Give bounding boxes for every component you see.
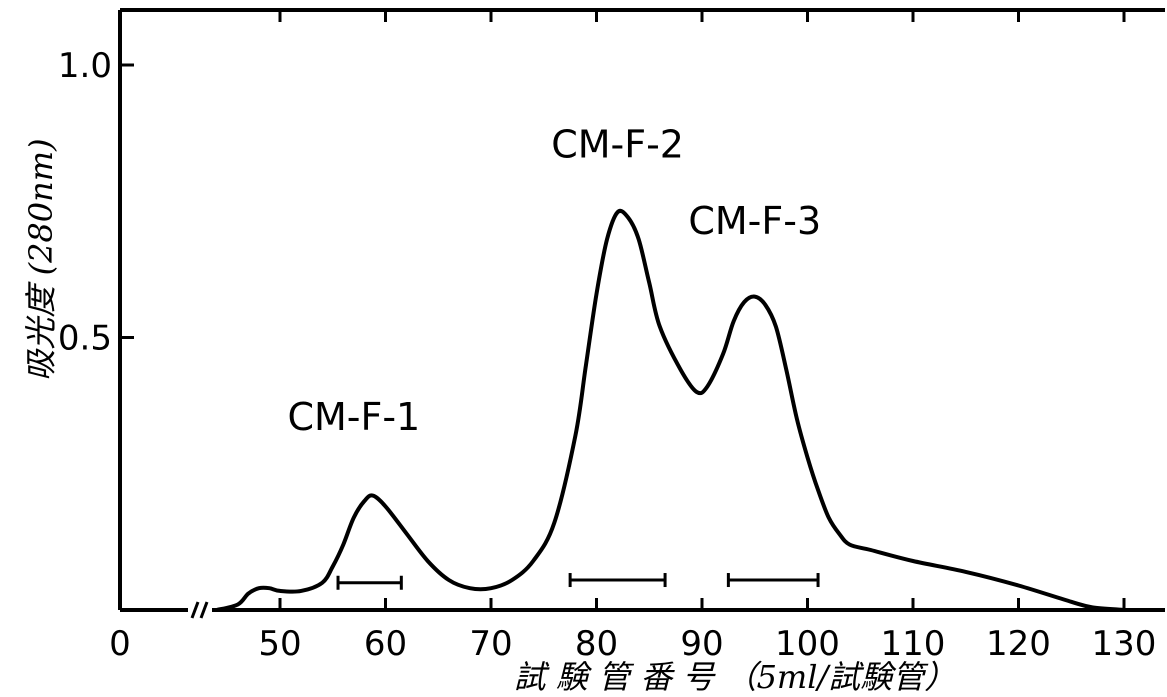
tick-marks	[120, 10, 1126, 610]
peak-labels: CM-F-1 CM-F-2CM-F-3	[287, 123, 821, 440]
x-tick-label: 80	[575, 624, 618, 664]
axis-break-mark	[190, 601, 200, 619]
x-tick-label: 90	[680, 624, 723, 664]
x-axis-label: 試 験 管 番 号 （5ml/試験管）	[514, 658, 957, 696]
y-tick-label: 1.0	[58, 46, 112, 86]
axis-break-mark	[199, 601, 209, 619]
fraction-bar	[336, 575, 403, 590]
x-tick-label: 100	[775, 624, 840, 664]
peak-label: CM-F-2	[551, 123, 684, 167]
fraction-bar	[568, 573, 667, 588]
x-tick-label: 50	[258, 624, 301, 664]
peak-label: CM-F-1	[287, 395, 420, 439]
x-tick-label: 60	[364, 624, 407, 664]
x-tick-label: 110	[881, 624, 946, 664]
x-tick-label: 130	[1092, 624, 1157, 664]
x-tick-label: 70	[469, 624, 512, 664]
y-tick-label: 0.5	[58, 319, 112, 359]
peak-label: CM-F-3	[688, 199, 821, 243]
fraction-bars	[336, 573, 820, 590]
axes-frame	[118, 8, 1165, 619]
tick-labels: 0 50 60 70 80 90 100 110 120 130 0.5 1.0	[58, 46, 1157, 664]
y-axis-label: 吸光度 (280nm)	[22, 138, 60, 381]
absorbance-curve	[214, 208, 1126, 612]
x-tick-label: 120	[986, 624, 1051, 664]
fraction-bar	[726, 573, 820, 588]
x-tick-label: 0	[109, 624, 131, 664]
